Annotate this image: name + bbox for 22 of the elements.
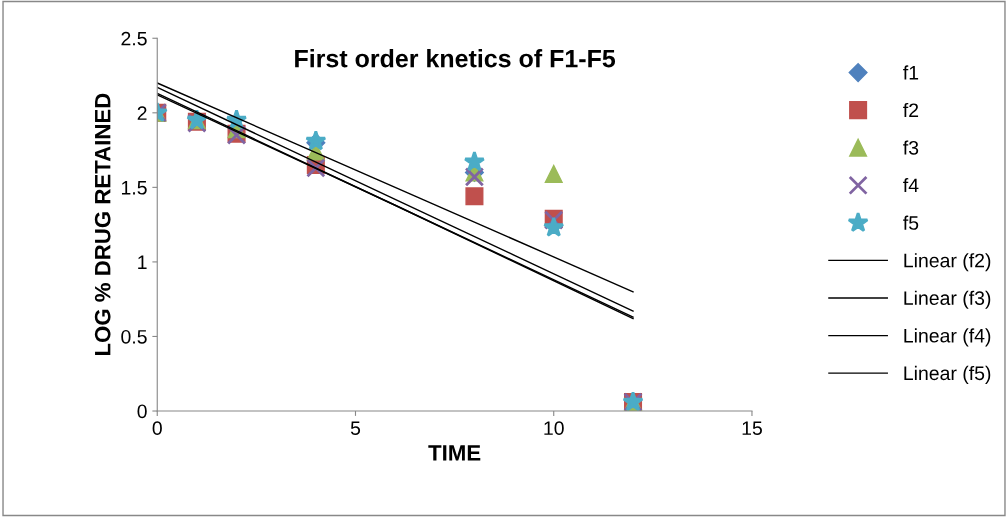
legend-label: Linear (f4)	[904, 328, 991, 347]
y-tick-label: 2	[137, 106, 147, 120]
y-tick-label: 2.5	[121, 31, 147, 46]
legend-label: f2	[903, 102, 919, 117]
x-axis-title: TIME	[428, 445, 481, 461]
x-tick-label: 0	[152, 421, 162, 436]
x-tick-label: 10	[544, 421, 564, 436]
legend-label: f1	[903, 65, 919, 80]
legend-label: f5	[903, 215, 919, 230]
chart-title: First order knetics of F1-F5	[295, 49, 616, 68]
legend-label: Linear (f3)	[904, 290, 991, 309]
legend-label: Linear (f2)	[904, 253, 991, 272]
y-axis-title: LOG % DRUG RETAINED	[94, 93, 111, 356]
legend-label: f4	[903, 178, 919, 193]
y-tick-label: 1	[138, 255, 147, 269]
y-tick-label: 0	[137, 404, 147, 419]
y-tick-label: 1.5	[121, 181, 147, 195]
x-tick-label: 5	[350, 421, 361, 436]
legend-label: Linear (f5)	[904, 365, 991, 384]
legend-label: f3	[903, 140, 919, 155]
x-tick-label: 15	[742, 421, 762, 436]
y-tick-label: 0.5	[121, 329, 147, 344]
